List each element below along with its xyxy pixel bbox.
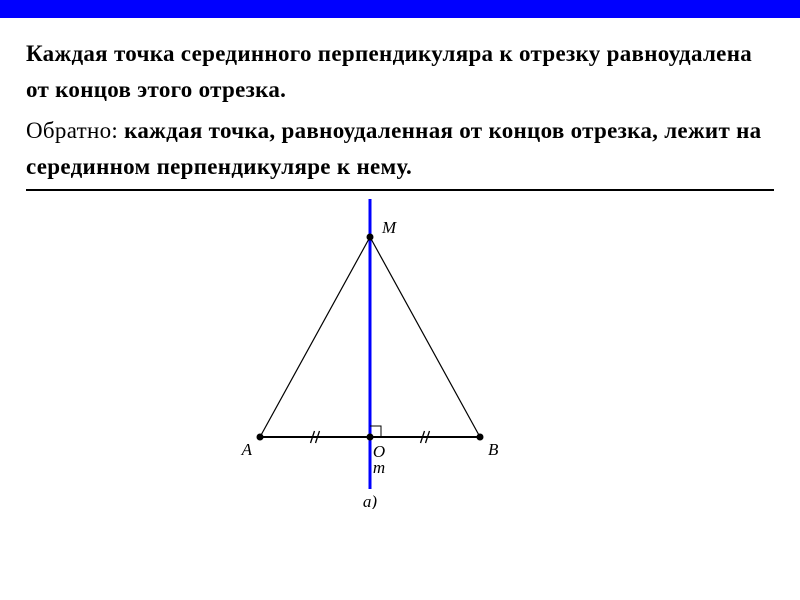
converse-prefix: Обратно:: [26, 118, 124, 143]
theorem-converse-para: Обратно: каждая точка, равноудаленная от…: [26, 113, 774, 184]
theorem-block: Каждая точка серединного перпендикуляра …: [26, 36, 774, 185]
theorem-statement: Каждая точка серединного перпендикуляра …: [26, 36, 774, 107]
diagram-caption: а): [363, 492, 378, 509]
top-blue-bar: [0, 0, 800, 18]
label-line-m: m: [373, 458, 385, 477]
converse-text: каждая точка, равноудаленная от концов о…: [26, 118, 761, 179]
label-m: M: [381, 218, 397, 237]
label-b: B: [488, 440, 499, 459]
content-area: Каждая точка серединного перпендикуляра …: [0, 18, 800, 509]
segment-bm: [370, 237, 480, 437]
point-m: [367, 233, 374, 240]
point-b: [477, 433, 484, 440]
label-a: A: [241, 440, 253, 459]
geometry-diagram: M A O B m а): [230, 189, 510, 509]
diagram-container: M A O B m а): [26, 189, 774, 509]
segment-am: [260, 237, 370, 437]
point-o: [367, 433, 374, 440]
point-a: [257, 433, 264, 440]
